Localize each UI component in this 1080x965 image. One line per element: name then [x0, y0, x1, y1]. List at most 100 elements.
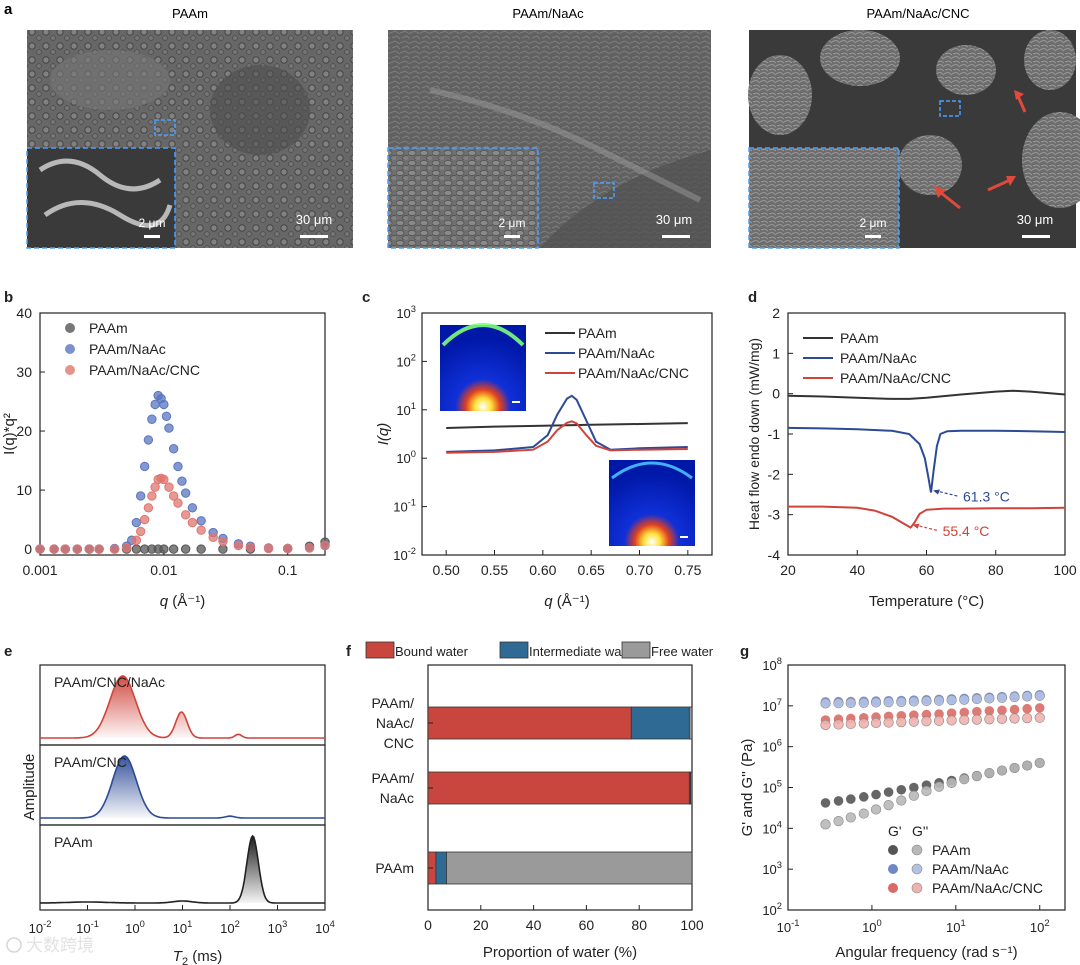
x-tick-label: 80 [988, 562, 1004, 578]
data-point [845, 812, 856, 823]
inset-scale-bar-paam [144, 235, 160, 238]
data-point [833, 698, 844, 709]
watermark-logo-icon [6, 937, 22, 953]
plot-frame [787, 312, 1066, 556]
data-point [131, 535, 142, 545]
data-point [921, 785, 932, 797]
data-point [1009, 713, 1020, 724]
data-point [870, 717, 882, 729]
data-point [946, 715, 957, 726]
x-tick-label: 10-2 [29, 919, 52, 936]
y-tick-label: 103 [762, 860, 782, 877]
y-tick-label: 20 [16, 423, 32, 439]
data-point [833, 796, 844, 806]
data-point [180, 488, 191, 498]
x-tick-label: 0.60 [529, 562, 556, 578]
data-point [883, 717, 894, 728]
legend-label: PAAm/NaAc/CNC [578, 365, 689, 381]
y-tick-label: 102 [396, 352, 416, 369]
data-point [871, 789, 881, 800]
y-tick-label: 0 [24, 541, 32, 557]
y-tick-label: 103 [396, 304, 416, 321]
data-point [896, 716, 907, 728]
scale-label-paam: 30 μm [296, 212, 332, 227]
data-point [196, 544, 206, 554]
x-tick-label: 10-1 [777, 918, 800, 935]
x-tick-label: 100 [125, 919, 145, 936]
legend-label: PAAm [932, 842, 971, 858]
data-point [933, 715, 945, 726]
data-point [60, 544, 70, 554]
data-point [971, 771, 982, 782]
x-tick-label: 0.70 [626, 562, 653, 578]
y-axis-label: Heat flow endo down (mW/mg) [746, 338, 762, 530]
data-point [161, 411, 172, 421]
saxs-pattern-inset-bottom [609, 460, 695, 546]
y-tick-label: 40 [16, 305, 32, 321]
x-tick-label: 0.1 [278, 562, 298, 578]
legend-swatch [365, 641, 395, 659]
data-point [883, 787, 894, 797]
y-axis-label: I(q) [375, 423, 392, 446]
legend-label: PAAm/NaAc/CNC [89, 362, 200, 378]
data-point [1009, 762, 1020, 774]
scale-bar-paam-naac-cnc [1022, 235, 1050, 238]
x-tick-label: 60 [919, 562, 935, 578]
data-point [84, 544, 94, 554]
annotation-label: 61.3 °C [963, 488, 1010, 504]
x-tick-label: 20 [780, 562, 796, 578]
bar-segment [427, 771, 690, 805]
data-point [109, 544, 120, 554]
category-label: NaAc [380, 790, 414, 806]
data-point [168, 544, 179, 554]
data-point [187, 503, 198, 513]
legend-marker [888, 883, 898, 893]
data-point [135, 491, 146, 501]
bar-segment [630, 706, 690, 740]
data-point [94, 544, 104, 554]
data-point [896, 784, 907, 795]
y-axis-label: I(q)*q² [1, 413, 18, 455]
y-tick-label: 100 [396, 449, 416, 466]
x-tick-label: 101 [946, 918, 966, 935]
scale-label-paam-naac: 30 μm [656, 212, 692, 227]
data-point [35, 544, 45, 554]
data-point [143, 503, 154, 513]
panel-d-label: d [748, 289, 757, 306]
series-line [787, 426, 1066, 493]
sem-image-paam-naac-cnc: PAAm/NaAc/CNC 2 μm 30 μm [748, 6, 1080, 249]
annotation-arrowhead [933, 489, 941, 495]
category-label: PAAm [375, 860, 414, 876]
data-point [180, 544, 191, 554]
x-tick-label: 0.55 [481, 562, 508, 578]
panel-f-label: f [346, 643, 352, 660]
panel-b-label: b [4, 289, 13, 306]
plot-frame [421, 312, 713, 556]
y-tick-label: -3 [768, 507, 781, 523]
series-line [40, 755, 325, 819]
sem-image-paam-naac: PAAm/NaAc 2 μm 30 μm [387, 6, 711, 249]
y-tick-label: 107 [762, 697, 782, 714]
chart-d-dsc: d -4 -3 -2 -1 0 1 2 20 40 60 80 100 Temperature (°C) H… [746, 289, 1077, 610]
data-point [896, 696, 907, 707]
category-label: CNC [384, 735, 414, 751]
data-point [304, 543, 315, 553]
x-tick-label: 40 [526, 917, 542, 933]
x-tick-label: 0.75 [674, 562, 701, 578]
y-tick-label: -4 [768, 547, 781, 563]
data-point [147, 491, 157, 501]
data-point [131, 517, 142, 528]
sem-title-paam: PAAm [172, 6, 208, 21]
bar-segment [688, 706, 693, 740]
scale-bar-paam-naac [662, 235, 690, 238]
data-point [996, 765, 1008, 776]
data-point [984, 714, 995, 725]
data-point [833, 816, 844, 827]
data-point [933, 695, 945, 706]
sem-arrows [934, 90, 1027, 210]
legend-label: PAAm/NaAc/CNC [932, 880, 1043, 896]
data-point [858, 697, 869, 708]
x-tick-label: 40 [849, 562, 865, 578]
y-tick-label: -1 [768, 426, 781, 442]
data-point [997, 705, 1007, 716]
